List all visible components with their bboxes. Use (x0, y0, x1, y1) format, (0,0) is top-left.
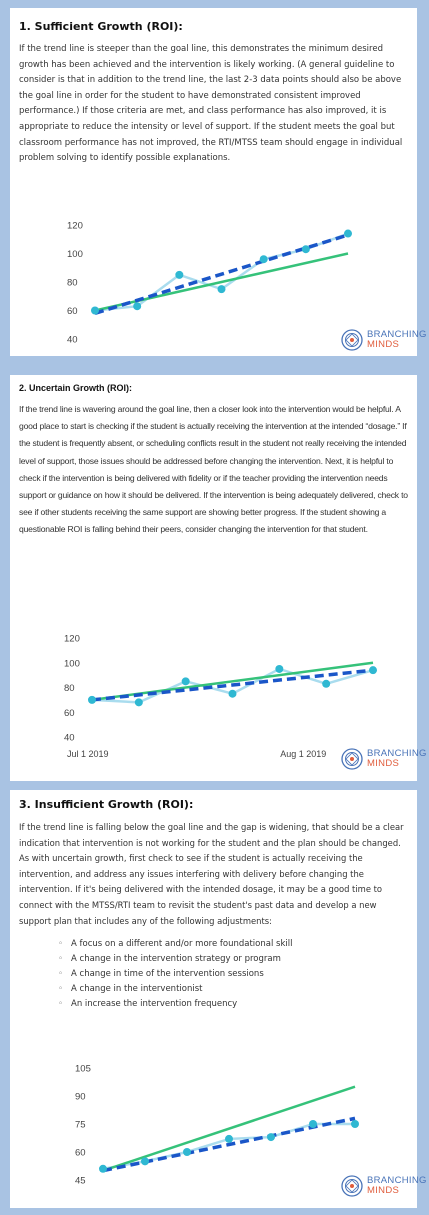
data-point (344, 229, 352, 238)
goal-line (102, 1085, 356, 1172)
data-point (267, 1133, 275, 1142)
x-tick-label: Jul 1 2019 (67, 749, 109, 759)
logo-mark-icon (341, 748, 363, 770)
data-point (322, 679, 331, 688)
list-item: A focus on a different and/or more found… (58, 937, 292, 952)
y-tick-label: 90 (75, 1092, 86, 1103)
list-item: An increase the intervention frequency (58, 997, 292, 1012)
data-point (351, 1120, 359, 1128)
data-point (134, 698, 143, 707)
branching-minds-logo: BRANCHING MINDS (340, 1174, 427, 1198)
section-title: 1. Sufficient Growth (ROI): (19, 20, 183, 33)
x-tick-label: Aug 1 2019 (280, 749, 326, 759)
list-item: A change in the intervention strategy or… (58, 952, 292, 967)
logo-line1: BRANCHING (367, 1175, 427, 1186)
y-tick-label: 120 (67, 221, 83, 232)
section-card-sufficient: 1. Sufficient Growth (ROI): If the trend… (10, 8, 426, 356)
data-point (141, 1157, 149, 1166)
data-point (275, 664, 284, 673)
logo-line2: MINDS (367, 339, 400, 350)
data-point (217, 285, 226, 294)
y-tick-label: 100 (67, 249, 83, 260)
list-item: A change in time of the intervention ses… (58, 967, 292, 982)
branching-minds-logo: BRANCHING MINDS (340, 328, 427, 352)
y-tick-label: 60 (75, 1148, 86, 1159)
section-body: If the trend line is wavering around the… (19, 404, 408, 535)
chart-uncertain-growth: 40 60 80 100 120 Jul 1 2019 Aug 1 2019 (64, 634, 377, 759)
data-series-line (102, 1122, 355, 1171)
list-item: A change in the interventionist (58, 982, 292, 997)
adjustment-list: A focus on a different and/or more found… (58, 937, 292, 1012)
data-point (88, 695, 96, 704)
data-point (99, 1164, 107, 1173)
logo-line2: MINDS (367, 758, 400, 769)
section-body: If the trend line is steeper than the go… (19, 44, 403, 164)
data-point (181, 677, 190, 686)
logo-mark-icon (341, 329, 363, 351)
y-tick-label: 100 (64, 658, 80, 669)
branching-minds-logo: BRANCHING MINDS (340, 747, 427, 771)
data-point (91, 306, 99, 315)
data-point (175, 270, 184, 279)
logo-line2: MINDS (367, 1185, 400, 1196)
section-body: If the trend line is falling below the g… (19, 822, 404, 926)
y-tick-label: 120 (64, 634, 80, 645)
goal-line (94, 252, 349, 312)
data-point (369, 666, 377, 675)
section-card-uncertain: 2. Uncertain Growth (ROI): If the trend … (10, 375, 426, 781)
data-point (259, 255, 268, 264)
section-card-insufficient: 3. Insufficient Growth (ROI): If the tre… (10, 790, 426, 1208)
data-point (301, 245, 310, 254)
y-tick-label: 75 (75, 1120, 86, 1131)
logo-mark-icon (341, 1175, 363, 1197)
y-tick-label: 45 (75, 1176, 86, 1187)
data-point (228, 689, 237, 698)
trend-line (94, 233, 349, 316)
y-tick-label: 40 (67, 335, 78, 346)
trend-line (91, 668, 374, 702)
y-tick-label: 60 (64, 708, 75, 719)
chart-insufficient-growth: 45 60 75 90 105 (75, 1064, 359, 1187)
data-point (183, 1148, 191, 1156)
logo-line1: BRANCHING (367, 329, 427, 340)
y-tick-label: 60 (67, 306, 78, 317)
data-point (225, 1134, 233, 1143)
logo-line1: BRANCHING (367, 748, 427, 759)
y-tick-label: 40 (64, 733, 75, 744)
section-title: 2. Uncertain Growth (ROI): (19, 383, 133, 393)
y-tick-label: 80 (64, 683, 75, 694)
y-tick-label: 80 (67, 278, 78, 289)
data-point (133, 302, 142, 311)
data-point (309, 1120, 317, 1128)
y-tick-label: 105 (75, 1064, 91, 1075)
chart-sufficient-growth: 40 60 80 100 120 (67, 221, 352, 346)
section-title: 3. Insufficient Growth (ROI): (19, 798, 194, 811)
